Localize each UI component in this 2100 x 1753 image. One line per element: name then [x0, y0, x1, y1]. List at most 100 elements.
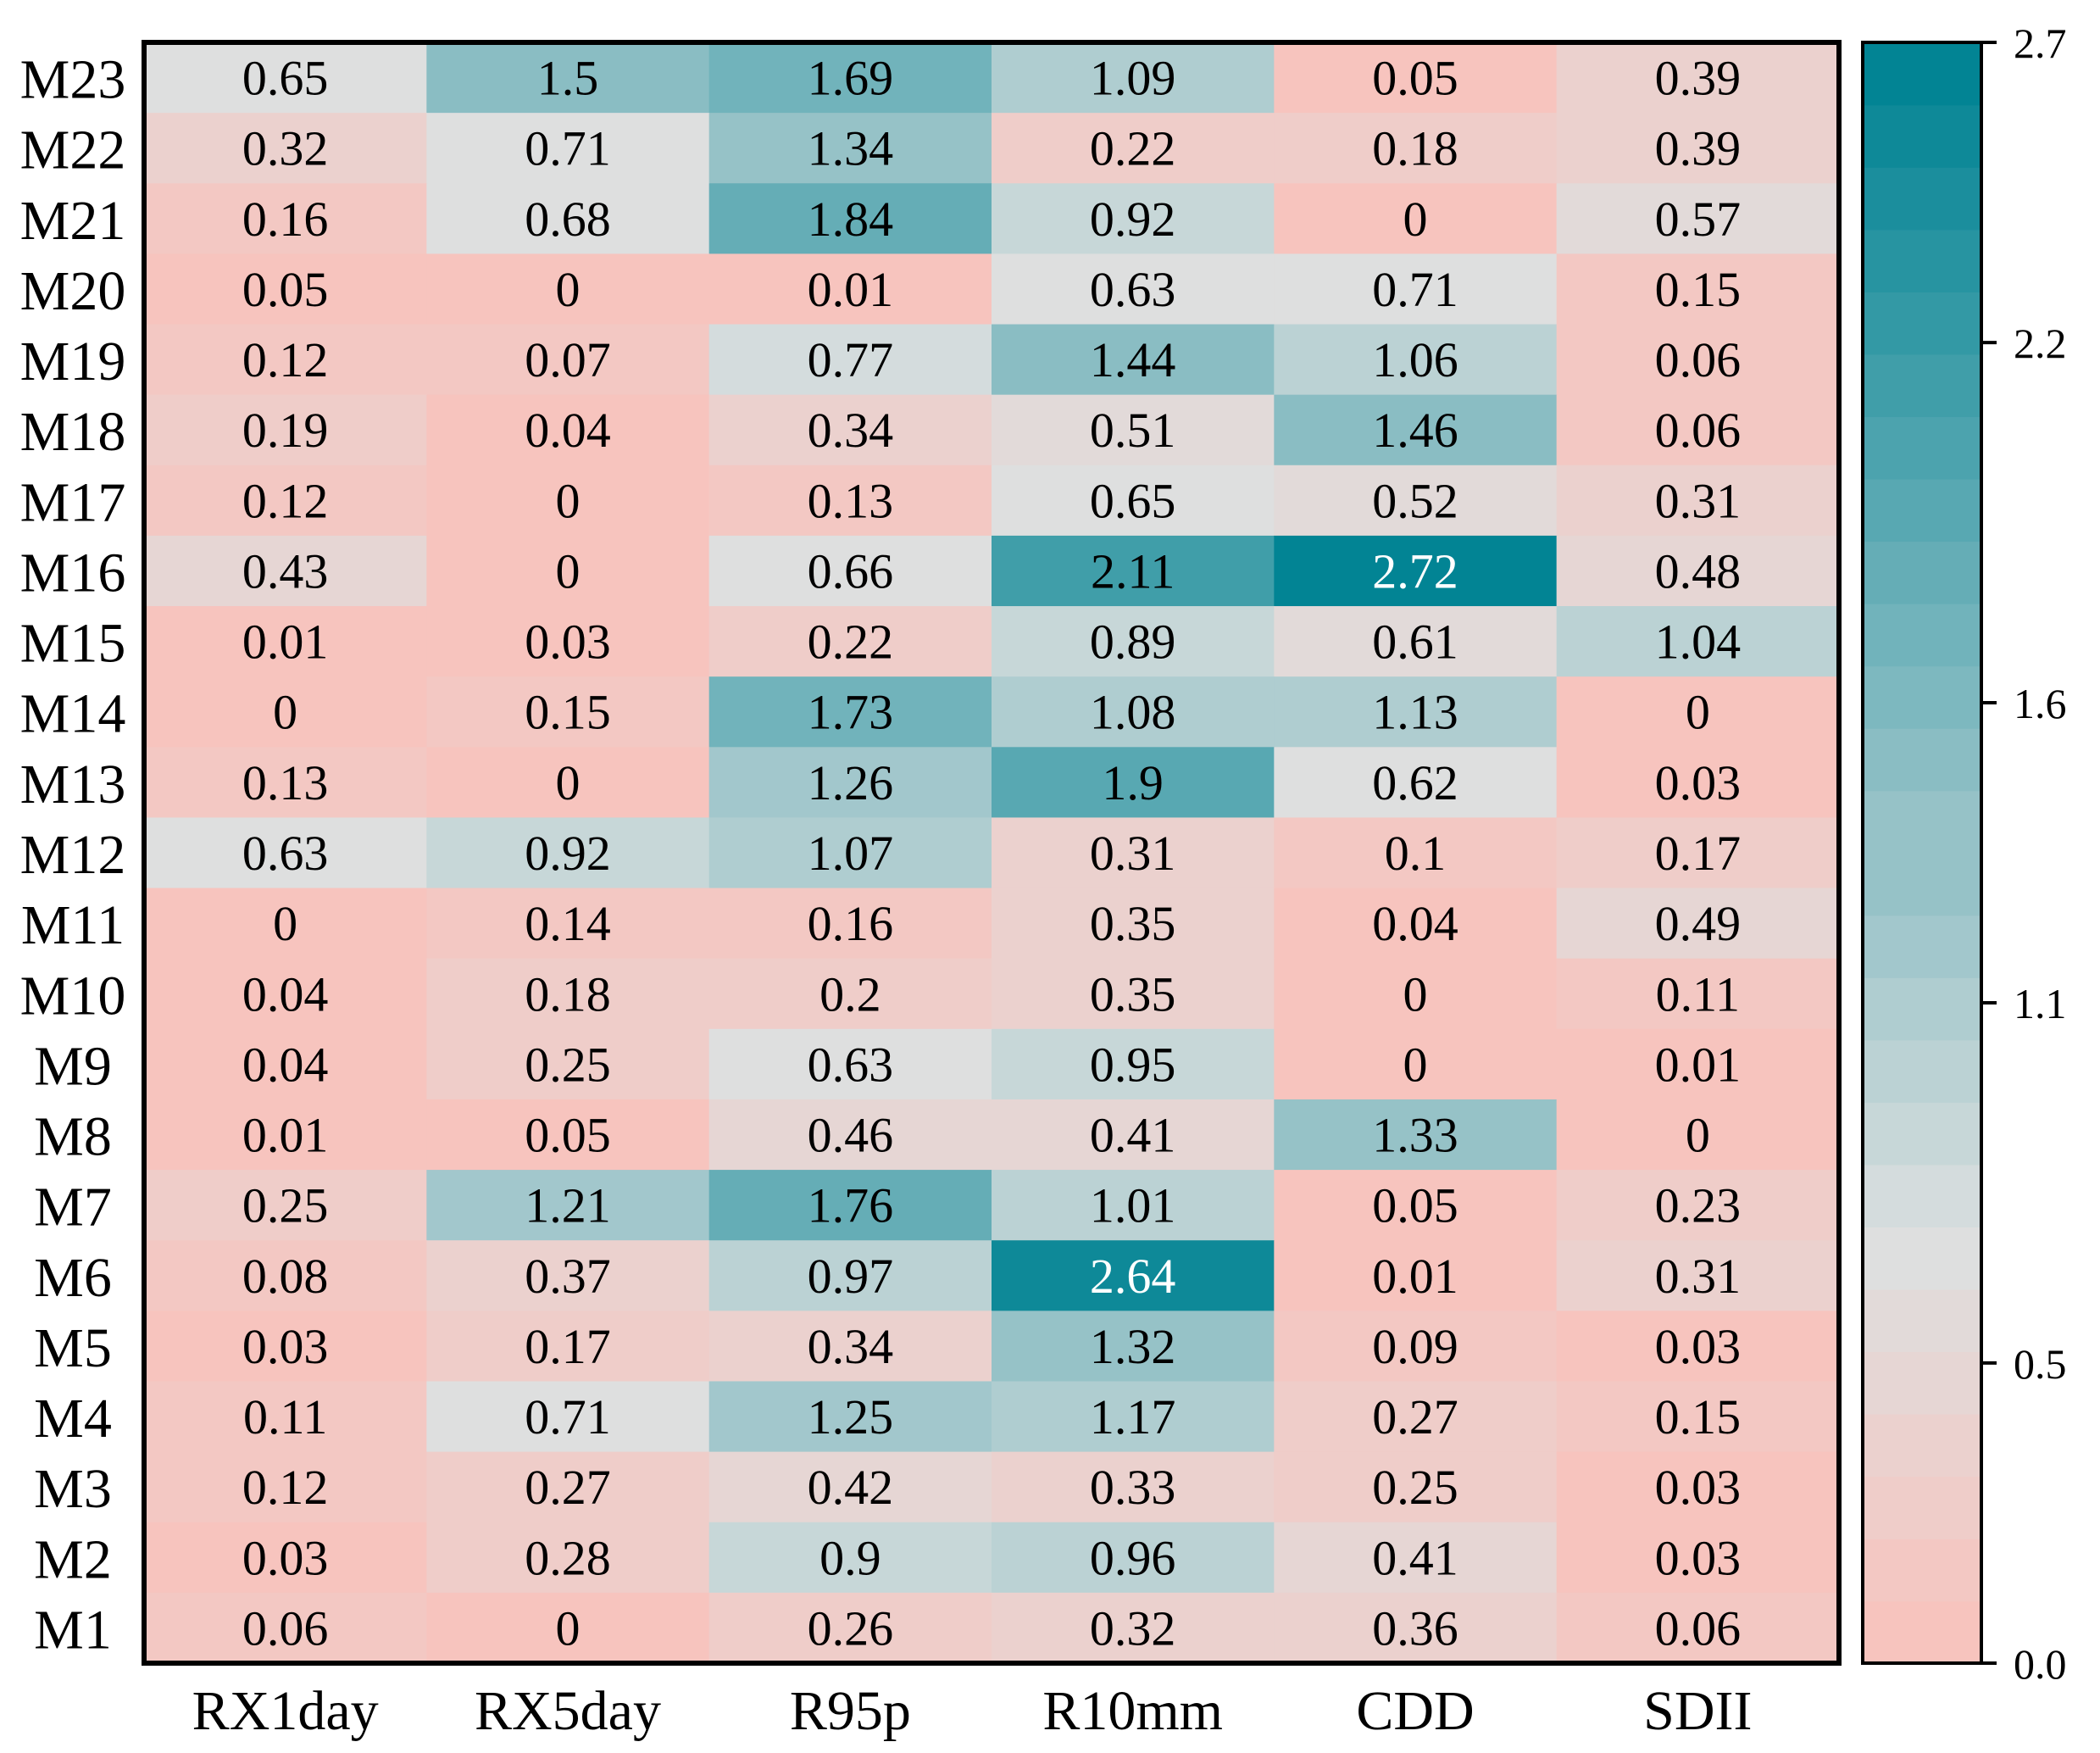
heatmap-cell: [992, 1451, 1275, 1523]
cell-value-label: 0.05: [1372, 51, 1458, 106]
cell-value-label: 0.13: [242, 755, 329, 810]
heatmap-cell: [1274, 958, 1558, 1030]
heatmap-cell: [426, 1381, 710, 1453]
heatmap-cell: [1274, 1240, 1558, 1311]
heatmap-cell: [1274, 183, 1558, 254]
cell-value-label: 0.42: [808, 1460, 894, 1515]
cell-value-label: 0.32: [1090, 1600, 1176, 1656]
cell-value-label: 1.69: [808, 51, 894, 106]
cell-value-label: 0.16: [808, 896, 894, 951]
cell-value-label: 1.34: [808, 121, 894, 176]
row-label: M14: [20, 683, 126, 745]
heatmap-cell: [1274, 113, 1558, 184]
heatmap-cell: [708, 253, 992, 326]
cell-value-label: 2.72: [1372, 543, 1458, 598]
heatmap-cell: [992, 1028, 1275, 1100]
cell-value-label: 0.25: [525, 1037, 611, 1092]
cell-value-label: 0.92: [1090, 192, 1176, 247]
heatmap-cell: [1274, 606, 1558, 677]
heatmap-cell: [1556, 1028, 1840, 1100]
heatmap-cell: [708, 1240, 992, 1311]
cell-value-label: 0.63: [808, 1037, 894, 1092]
cell-value-label: 0.25: [242, 1178, 329, 1233]
cell-value-label: 0.15: [1655, 262, 1742, 317]
cell-value-label: 0.03: [1655, 1530, 1742, 1585]
heatmap-cell: [1556, 888, 1840, 960]
cell-value-label: 0.9: [819, 1530, 881, 1585]
heatmap-cell: [144, 535, 427, 607]
colorbar-segment: [1863, 167, 1981, 231]
cell-value-label: 0.31: [1655, 1249, 1742, 1304]
cell-value-label: 1.04: [1655, 615, 1742, 670]
cell-value-label: 0.37: [525, 1249, 611, 1304]
heatmap-cell: [1556, 1522, 1840, 1594]
colorbar-segment: [1863, 1538, 1981, 1602]
heatmap-cell: [1556, 1592, 1840, 1664]
cell-value-label: 0.03: [525, 615, 611, 670]
row-label: M18: [20, 401, 126, 463]
heatmap-cell: [992, 1170, 1275, 1241]
heatmap-cell: [992, 1311, 1275, 1383]
cell-value-label: 1.73: [808, 685, 894, 740]
heatmap-cell: [992, 535, 1275, 607]
cell-value-label: 0: [556, 1600, 581, 1656]
cell-value-label: 0.06: [1655, 1600, 1742, 1656]
cell-value-label: 0.05: [525, 1108, 611, 1163]
heatmap-cell: [992, 113, 1275, 184]
row-labels: M23 M22 M21 M20 M19 M18 M17 M16 M15 M14 M13 M12 M11 M…: [20, 49, 126, 1661]
heatmap-cell: [1274, 888, 1558, 960]
cell-value-label: 0.33: [1090, 1460, 1176, 1515]
cell-value-label: 0.09: [1372, 1319, 1458, 1374]
heatmap-cell: [992, 747, 1275, 819]
cell-value-label: 0.28: [525, 1530, 611, 1585]
heatmap-cell: [992, 1099, 1275, 1171]
row-label: M11: [21, 894, 125, 956]
heatmap-cell: [708, 676, 992, 748]
colorbar-segment: [1863, 1164, 1981, 1228]
heatmap-cell: [144, 1170, 427, 1241]
colorbar-segment: [1863, 541, 1981, 604]
heatmap-cell: [426, 394, 710, 466]
heatmap-cell: [426, 535, 710, 607]
cell-value-label: 0.01: [1372, 1249, 1458, 1304]
heatmap-cell: [1556, 394, 1840, 466]
column-label: SDII: [1643, 1680, 1752, 1742]
heatmap-cell: [144, 1240, 427, 1311]
heatmap-cell: [426, 1028, 710, 1100]
heatmap-cell: [426, 606, 710, 677]
cell-value-label: 0.12: [242, 473, 329, 528]
heatmap-cell: [708, 747, 992, 819]
cell-value-label: 1.9: [1102, 755, 1164, 810]
cell-value-label: 0.71: [1372, 262, 1458, 317]
cell-value-label: 0.52: [1372, 473, 1458, 528]
cell-value-label: 0.18: [1372, 121, 1458, 176]
colorbar-segment: [1863, 353, 1981, 418]
heatmap-cell: [144, 1311, 427, 1383]
heatmap-cell: [426, 888, 710, 960]
heatmap-cell: [144, 1099, 427, 1171]
cell-value-label: 2.11: [1091, 543, 1175, 598]
heatmap-cell: [708, 535, 992, 607]
heatmap-cell: [426, 1170, 710, 1241]
colorbar-segment: [1863, 478, 1981, 543]
heatmap-cell: [426, 324, 710, 396]
cell-value-label: 0.15: [525, 685, 611, 740]
row-label: M5: [34, 1317, 112, 1379]
cell-value-label: 0.23: [1655, 1178, 1742, 1233]
heatmap-cell: [992, 676, 1275, 748]
colorbar-segment: [1863, 1413, 1981, 1478]
cell-value-label: 0.05: [242, 262, 329, 317]
cell-value-label: 0.66: [808, 543, 894, 598]
row-label: M4: [34, 1388, 112, 1450]
cell-value-label: 0: [556, 262, 581, 317]
cell-value-label: 0.89: [1090, 615, 1176, 670]
cell-value-label: 0.36: [1372, 1600, 1458, 1656]
cell-value-label: 0: [1403, 192, 1428, 247]
heatmap-cell: [1274, 747, 1558, 819]
heatmap-cell: [426, 253, 710, 326]
colorbar-segment: [1863, 727, 1981, 792]
heatmap-cell: [1556, 183, 1840, 254]
heatmap-cell: [426, 1240, 710, 1311]
cell-value-label: 0.48: [1655, 543, 1742, 598]
heatmap-cell: [992, 324, 1275, 396]
